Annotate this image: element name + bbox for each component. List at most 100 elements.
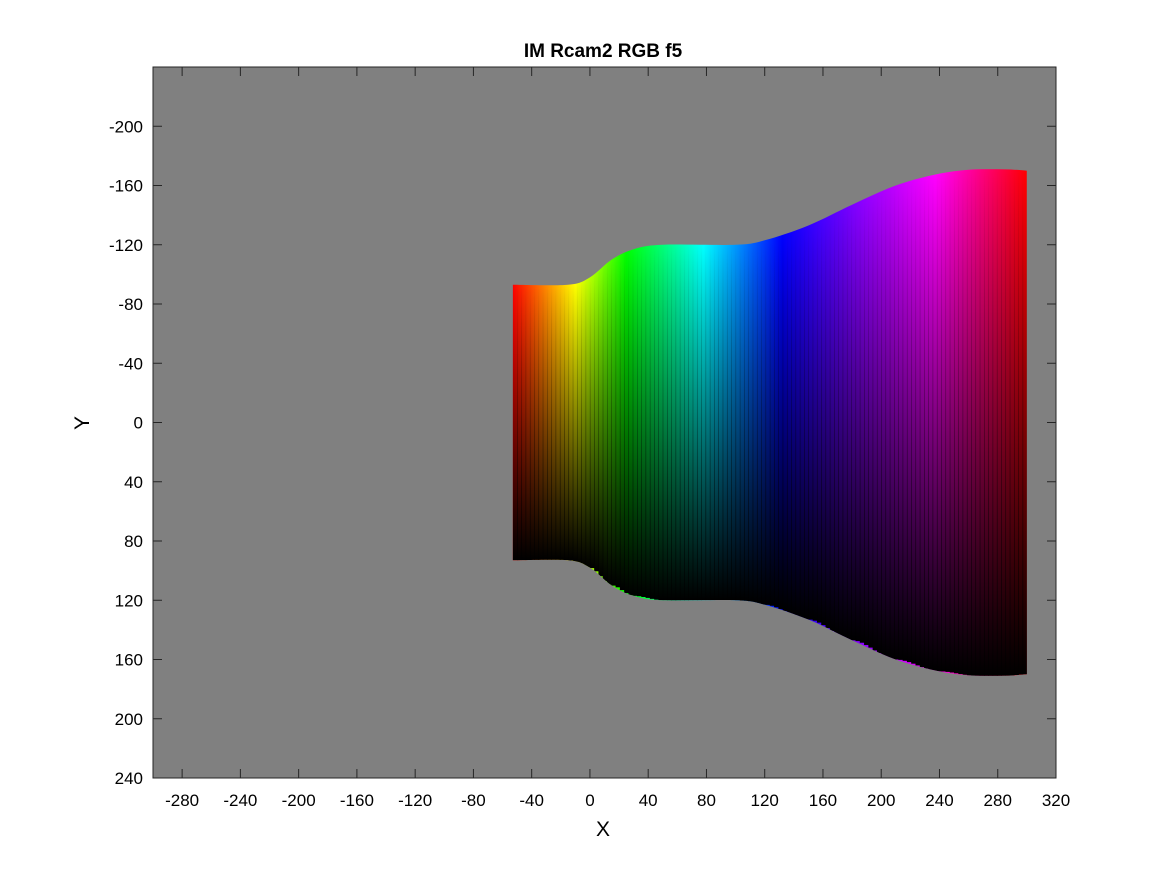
shade-strip [641, 248, 647, 597]
shade-strip [739, 244, 745, 601]
shade-strip [958, 170, 964, 675]
shade-strip [607, 260, 612, 585]
shade-strip [748, 242, 754, 603]
shade-strip [615, 257, 621, 588]
shade-strip [941, 173, 947, 672]
shade-strip [928, 174, 934, 671]
shade-strip [538, 284, 544, 561]
shade-strip [512, 284, 518, 561]
shade-strip [936, 173, 942, 672]
x-tick-label: 320 [1042, 791, 1070, 810]
shade-strip [645, 247, 651, 598]
shade-strip [808, 225, 814, 620]
shade-strip [988, 169, 994, 676]
shade-strip [1014, 169, 1019, 676]
shade-strip [726, 244, 732, 601]
shade-strip [842, 206, 848, 639]
y-tick-label: 160 [115, 651, 143, 670]
shade-strip [666, 244, 672, 601]
shade-strip [752, 241, 758, 604]
x-tick-label: 40 [639, 791, 658, 810]
y-tick-label: 120 [115, 591, 143, 610]
x-tick-label: 280 [984, 791, 1012, 810]
shade-strip [795, 227, 801, 618]
shade-strip [654, 245, 660, 600]
x-tick-label: 200 [867, 791, 895, 810]
shade-strip [551, 284, 557, 561]
shade-strip [868, 197, 874, 648]
shade-strip [915, 179, 921, 666]
x-tick-label: 0 [585, 791, 594, 810]
shade-strip [696, 244, 702, 601]
y-tick-label: -120 [109, 236, 143, 255]
shade-strip [804, 225, 809, 620]
shade-strip [649, 246, 655, 599]
y-tick-label: 80 [124, 532, 143, 551]
shade-strip [701, 244, 707, 601]
shade-strip [791, 229, 797, 616]
shade-strip [838, 208, 844, 637]
shade-strip [731, 244, 737, 601]
shade-strip [679, 244, 685, 601]
shade-strip [671, 244, 677, 601]
shade-strip [602, 263, 608, 582]
y-axis-label: Y [71, 416, 94, 430]
shade-strip [971, 169, 977, 676]
shade-strip [577, 280, 582, 565]
shade-strip [1001, 169, 1007, 676]
shade-strip [534, 284, 540, 561]
x-tick-label: -40 [519, 791, 544, 810]
x-tick-label: -120 [398, 791, 432, 810]
shade-strip [945, 173, 951, 672]
y-tick-label: -160 [109, 177, 143, 196]
shade-strip [825, 216, 831, 629]
x-tick-label: 240 [925, 791, 953, 810]
shade-strip [984, 169, 989, 676]
shade-strip [846, 205, 852, 640]
x-tick-label: 80 [697, 791, 716, 810]
shade-strip [881, 189, 887, 656]
shade-strip [906, 182, 912, 663]
shade-strip [911, 181, 917, 664]
shade-strip [859, 202, 865, 643]
shade-strip [628, 249, 634, 596]
shade-strip [975, 169, 981, 676]
y-tick-label: 40 [124, 473, 143, 492]
shade-strip [782, 233, 788, 612]
plot-frame [152, 66, 1057, 779]
shade-strip [872, 194, 878, 651]
y-tick-label: 200 [115, 710, 143, 729]
shade-strip [889, 185, 895, 660]
shade-strip [709, 244, 715, 601]
shade-strip [756, 240, 762, 605]
y-tick-label: 0 [134, 414, 143, 433]
shade-strip [585, 277, 591, 568]
x-tick-label: 120 [751, 791, 779, 810]
shade-strip [992, 169, 998, 676]
shade-strip [705, 244, 711, 601]
shade-strip [589, 276, 595, 569]
x-tick-label: 160 [809, 791, 837, 810]
shade-strip [855, 203, 861, 642]
shade-strip [632, 249, 638, 596]
shade-strip [542, 284, 548, 561]
shade-strip [996, 169, 1002, 676]
shade-strip [529, 284, 535, 561]
shade-strip [525, 284, 531, 561]
shade-strip [1018, 170, 1024, 675]
shade-strip [555, 284, 561, 561]
shade-strip [517, 284, 522, 561]
shade-strip [718, 244, 724, 601]
shade-strip [902, 184, 908, 661]
shade-strip [619, 254, 625, 591]
shade-strip [799, 226, 805, 619]
shade-strip [559, 284, 565, 561]
y-tick-label: 240 [115, 769, 143, 788]
shade-strip [812, 224, 818, 621]
shade-strip [962, 170, 968, 675]
shade-strip [684, 244, 689, 601]
shade-strip [778, 235, 784, 610]
shade-strip [1022, 170, 1027, 675]
shade-strip [568, 284, 574, 561]
